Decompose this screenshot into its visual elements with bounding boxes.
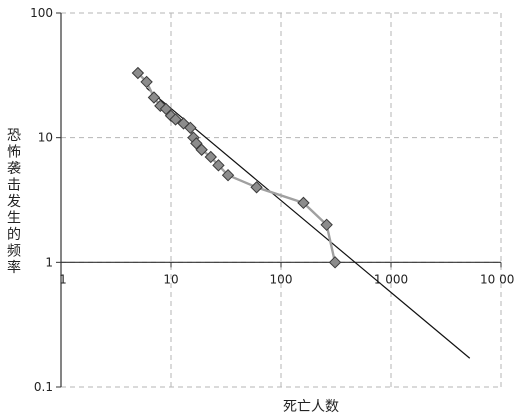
y-axis-label-char: 生 — [7, 211, 21, 227]
x-tick-label: 100 — [270, 272, 293, 286]
fit-line — [146, 87, 471, 359]
y-tick-label: 10 — [38, 131, 53, 145]
series-connector — [137, 72, 337, 263]
y-axis-label-char: 发 — [7, 194, 21, 210]
y-axis-label-char: 的 — [7, 227, 21, 243]
data-point — [140, 75, 153, 89]
y-axis-label-char: 频 — [7, 244, 21, 260]
data-point — [195, 143, 208, 156]
x-axis-label: 死亡人数 — [283, 399, 339, 415]
y-axis-label-char: 击 — [7, 178, 21, 194]
data-point — [297, 196, 310, 210]
data-point — [159, 102, 173, 116]
data-point — [131, 66, 145, 80]
connector-group — [137, 72, 337, 263]
data-point — [204, 150, 217, 164]
data-point — [221, 168, 235, 182]
axes — [56, 12, 502, 388]
data-point — [169, 113, 182, 126]
data-point — [328, 256, 342, 269]
markers-group — [131, 66, 342, 269]
fit-line-group — [146, 87, 471, 359]
y-tick-label: 100 — [30, 6, 53, 20]
data-point — [250, 181, 263, 194]
y-tick-label: 1 — [45, 255, 53, 269]
x-tick-label: 1 000 — [374, 272, 408, 286]
data-point — [184, 121, 197, 135]
x-tick-label: 10 — [163, 272, 178, 286]
y-axis-label-char: 恐 — [7, 128, 21, 144]
x-tick-label: 1 — [59, 272, 67, 286]
data-point — [212, 159, 225, 172]
data-point — [320, 218, 333, 232]
tick-labels: 0.1 1 10 100 1 10 100 1 000 10 000 — [30, 6, 515, 394]
x-tick-label: 10 000 — [480, 272, 515, 286]
y-axis-label-char: 率 — [7, 259, 21, 276]
y-axis-label-char: 袭 — [7, 161, 21, 177]
data-point — [147, 91, 161, 104]
y-axis-label-char: 怖 — [7, 144, 21, 161]
y-tick-label: 0.1 — [34, 380, 53, 394]
